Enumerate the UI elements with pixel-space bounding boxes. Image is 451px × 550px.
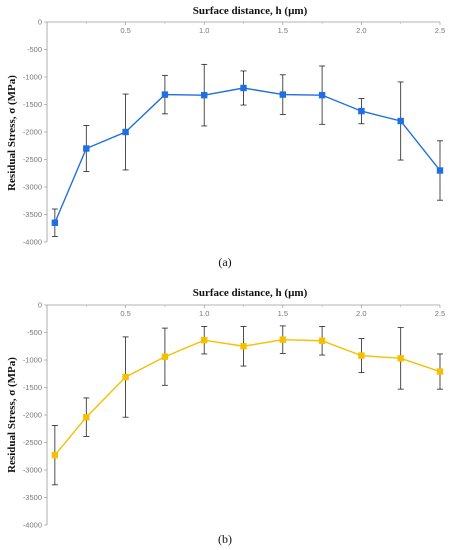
x-tick-label: 1.0 [199,26,209,35]
data-point [436,167,444,174]
x-tick-label: 1.5 [278,309,288,318]
data-point [161,91,169,98]
y-tick-label: -1000 [23,356,42,365]
y-tick-label: -500 [27,45,42,54]
data-point [397,355,404,362]
y-tick-label: -3500 [23,210,42,219]
data-point [83,414,90,421]
data-point [122,373,129,381]
y-tick-label: -3500 [23,493,42,502]
x-tick-label: 2.5 [435,309,445,318]
axes: 0 -500 -1000 -1500 -2000 -2500 -3000 -3500 -4000… [23,301,445,530]
x-tick-label: 2.5 [435,26,445,35]
plot-area [51,63,444,237]
data-point [240,343,247,350]
y-tick-label: -2500 [23,438,42,447]
y-tick-label: -1500 [23,100,42,109]
data-point [161,353,169,360]
data-point [51,451,59,459]
x-axis-title: Surface distance, h (µm) [193,287,308,299]
y-tick-label: -2500 [23,155,42,164]
data-point [358,352,365,359]
data-point [279,336,286,343]
data-point [201,337,208,344]
data-point [397,117,404,125]
data-point [318,337,326,344]
panel-label: (b) [218,532,232,546]
y-tick-label: -1000 [23,73,42,82]
series-line [54,338,441,456]
data-point [436,368,444,375]
y-tick-label: -1500 [23,383,42,392]
y-tick-label: -500 [27,328,42,337]
x-tick-label: 0.5 [120,26,130,35]
panel-label: (a) [218,255,231,269]
data-point [122,128,129,136]
axes: 0 -500 -1000 -1500 -2000 -2500 -3000 -3500 -4000… [23,18,445,247]
y-tick-label: -2000 [23,128,42,137]
y-axis-title: Residual Stress, σ (MPa) [6,357,18,473]
x-tick-label: 2.0 [356,26,366,35]
plot-area [51,325,444,486]
y-tick-label: 0 [38,301,42,310]
y-tick-label: -4000 [23,238,42,247]
data-point [51,219,59,226]
data-point [201,91,208,99]
y-tick-label: -3000 [23,466,42,475]
data-point [318,91,326,99]
y-tick-label: 0 [38,18,42,27]
data-point [240,84,247,92]
y-axis-title: Residual Stress, σ (MPa) [6,75,18,191]
y-tick-label: -4000 [23,521,42,530]
data-point [279,91,286,98]
series-line [54,87,441,224]
x-tick-label: 1.0 [199,309,209,318]
data-point [83,145,90,152]
x-tick-label: 1.5 [278,26,288,35]
y-tick-label: -2000 [23,411,42,420]
chart-panel-a: Surface distance, h (µm) Residual Stress… [6,5,445,269]
chart-panel-b: Surface distance, h (µm) Residual Stress… [6,287,445,546]
y-tick-label: -3000 [23,183,42,192]
data-point [358,107,365,115]
x-tick-label: 0.5 [120,309,130,318]
x-axis-title: Surface distance, h (µm) [193,5,308,17]
x-tick-label: 2.0 [356,309,366,318]
